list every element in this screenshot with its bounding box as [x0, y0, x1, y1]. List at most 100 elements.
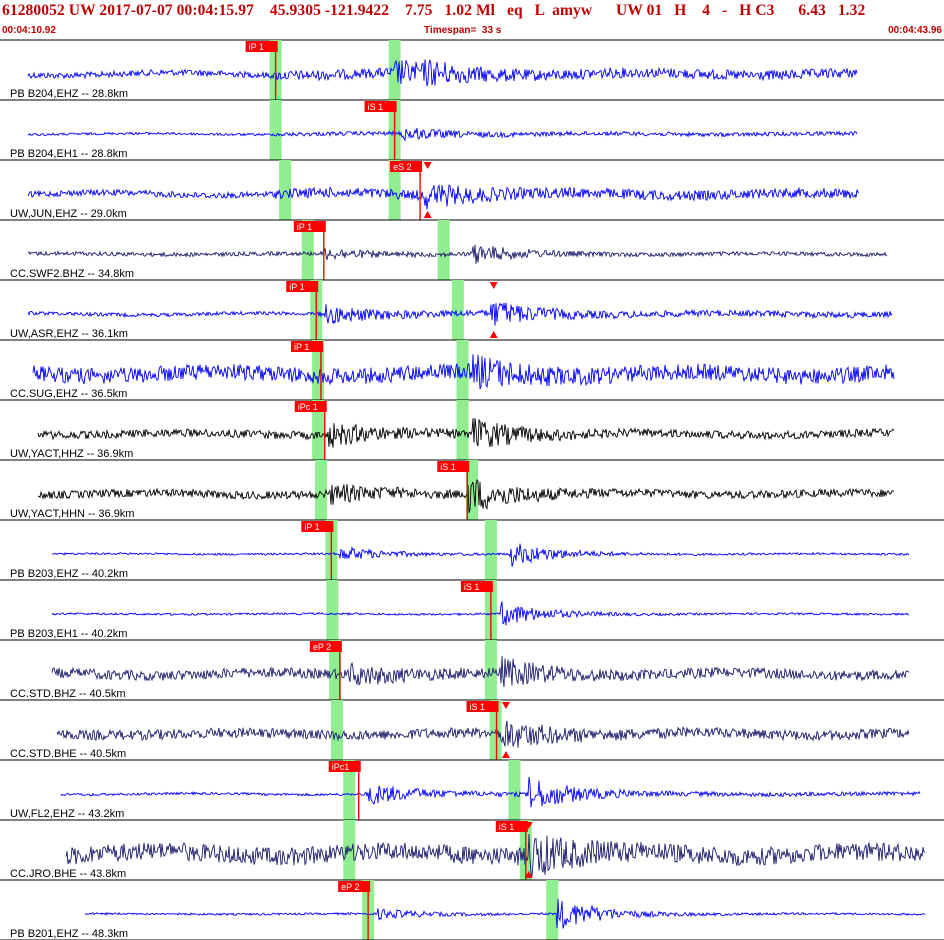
pick-label[interactable]: iP 1	[304, 522, 319, 532]
s-window-band	[546, 880, 559, 940]
waveform-trace	[51, 543, 910, 567]
event-summary-title: 61280052 UW 2017-07-07 00:04:15.97 45.93…	[2, 2, 866, 19]
pick-flag[interactable]	[338, 881, 371, 892]
seismogram-row[interactable]: eP 2 PB B201,EHZ -- 48.3km	[0, 880, 944, 940]
pick-flag[interactable]	[294, 401, 327, 412]
seismogram-row[interactable]: iS 1 CC.STD.BHE -- 40.5km	[0, 700, 944, 761]
pick-flag[interactable]	[290, 341, 323, 352]
timespan-label: Timespan= 33 s	[424, 25, 502, 36]
p-window-band	[343, 760, 356, 820]
channel-label: UW,YACT,HHZ -- 36.9km	[10, 448, 133, 460]
pick-label[interactable]: iS 1	[368, 102, 384, 112]
waveform-trace	[56, 720, 910, 748]
pick-label[interactable]: iS 1	[470, 702, 486, 712]
s-window-band	[388, 40, 401, 100]
start-time-label: 00:04:10.92	[2, 25, 56, 36]
seismogram-row[interactable]: iS 1 UW,YACT,HHN -- 36.9km	[0, 460, 944, 521]
channel-label: PB B203,EHZ -- 40.2km	[10, 568, 128, 580]
s-window-band	[456, 400, 469, 460]
pick-label[interactable]: iS 1	[464, 582, 480, 592]
p-window-band	[279, 160, 292, 220]
s-window-band	[437, 220, 450, 280]
seismogram-row[interactable]: iPc1 UW,FL2,EHZ -- 43.2km	[0, 760, 944, 821]
channel-label: CC.STD.BHZ -- 40.5km	[10, 688, 126, 700]
seismogram-row[interactable]: iP 1 CC.SWF2.BHZ -- 34.8km	[0, 220, 944, 281]
pick-label[interactable]: iP 1	[294, 342, 309, 352]
pick-flag[interactable]	[390, 161, 423, 172]
pick-label[interactable]: iP 1	[249, 42, 264, 52]
p-window-band	[314, 460, 327, 520]
pick-flag[interactable]	[437, 461, 470, 472]
channel-label: CC.JRO.BHE -- 43.8km	[10, 868, 126, 880]
pick-label[interactable]: iS 1	[499, 822, 515, 832]
event-header: 61280052 UW 2017-07-07 00:04:15.97 45.93…	[0, 0, 944, 40]
waveform-trace	[84, 898, 926, 929]
pick-flag[interactable]	[301, 521, 334, 532]
pick-label[interactable]: iPc 1	[298, 402, 318, 412]
pick-flag[interactable]	[245, 41, 278, 52]
seismogram-row[interactable]: eP 2 CC.STD.BHZ -- 40.5km	[0, 640, 944, 701]
pick-flag[interactable]	[460, 581, 493, 592]
seismogram-row[interactable]: iP 1 PB B203,EHZ -- 40.2km	[0, 520, 944, 581]
waveform-trace	[27, 244, 888, 264]
seismogram-row[interactable]: iS 1 PB B203,EH1 -- 40.2km	[0, 580, 944, 641]
pick-triangle-top	[524, 822, 533, 829]
seismogram-row[interactable]: iP 1 UW,ASR,EHZ -- 36.1km	[0, 280, 944, 341]
pick-label[interactable]: iS 1	[440, 462, 456, 472]
pick-flag[interactable]	[495, 821, 528, 832]
waveform-trace	[65, 834, 926, 877]
pick-triangle-top	[489, 282, 498, 289]
waveform-trace	[27, 183, 860, 210]
pick-flag[interactable]	[364, 101, 397, 112]
p-window-band	[326, 580, 339, 640]
seismogram-row[interactable]: iS 1 CC.JRO.BHE -- 43.8km	[0, 820, 944, 881]
pick-flag[interactable]	[309, 641, 342, 652]
channel-label: CC.SWF2.BHZ -- 34.8km	[10, 268, 134, 280]
pick-flag[interactable]	[293, 221, 326, 232]
end-time-label: 00:04:43.96	[888, 25, 942, 36]
pick-flag[interactable]	[286, 281, 319, 292]
s-window-band	[484, 640, 497, 700]
seismogram-row[interactable]: iP 1 PB B204,EHZ -- 28.8km	[0, 40, 944, 101]
p-window-band	[269, 100, 282, 160]
s-window-band	[456, 340, 469, 400]
seismogram-row[interactable]: iS 1 PB B204,EH1 -- 28.8km	[0, 100, 944, 161]
pick-triangle-bottom	[423, 211, 432, 218]
channel-label: UW,YACT,HHN -- 36.9km	[10, 508, 134, 520]
channel-label: PB B204,EH1 -- 28.8km	[10, 148, 127, 160]
channel-label: PB B203,EH1 -- 40.2km	[10, 628, 127, 640]
pick-flag[interactable]	[466, 701, 499, 712]
pick-label[interactable]: iP 1	[289, 282, 304, 292]
pick-label[interactable]: iPc1	[332, 762, 350, 772]
channel-label: UW,JUN,EHZ -- 29.0km	[10, 208, 127, 220]
channel-label: PB B204,EHZ -- 28.8km	[10, 88, 128, 100]
waveform-trace	[27, 128, 858, 142]
seismogram-row[interactable]: eS 2 UW,JUN,EHZ -- 29.0km	[0, 160, 944, 221]
channel-label: CC.STD.BHE -- 40.5km	[10, 748, 126, 760]
pick-triangle-bottom	[524, 871, 533, 878]
seismogram-row[interactable]: iPc 1 UW,YACT,HHZ -- 36.9km	[0, 400, 944, 461]
waveform-trace	[37, 417, 895, 448]
s-window-band	[508, 760, 521, 820]
waveform-trace	[51, 656, 910, 688]
s-window-band	[388, 160, 401, 220]
s-window-band	[451, 280, 464, 340]
pick-triangle-top	[423, 162, 432, 169]
pick-triangle-top	[501, 702, 510, 709]
seismogram-row[interactable]: iP 1 CC.SUG,EHZ -- 36.5km	[0, 340, 944, 401]
pick-label[interactable]: eS 2	[393, 162, 412, 172]
pick-label[interactable]: iP 1	[297, 222, 312, 232]
pick-flag[interactable]	[328, 761, 361, 772]
waveform-trace	[27, 302, 893, 326]
waveform-trace	[38, 478, 895, 513]
waveform-trace	[27, 59, 858, 87]
pick-label[interactable]: eP 2	[313, 642, 331, 652]
channel-label: PB B201,EHZ -- 48.3km	[10, 928, 128, 940]
pick-triangle-bottom	[501, 751, 510, 758]
pick-label[interactable]: eP 2	[341, 882, 359, 892]
pick-triangle-bottom	[489, 331, 498, 338]
p-window-band	[331, 700, 344, 760]
p-window-band	[312, 400, 325, 460]
waveform-trace	[32, 354, 895, 389]
